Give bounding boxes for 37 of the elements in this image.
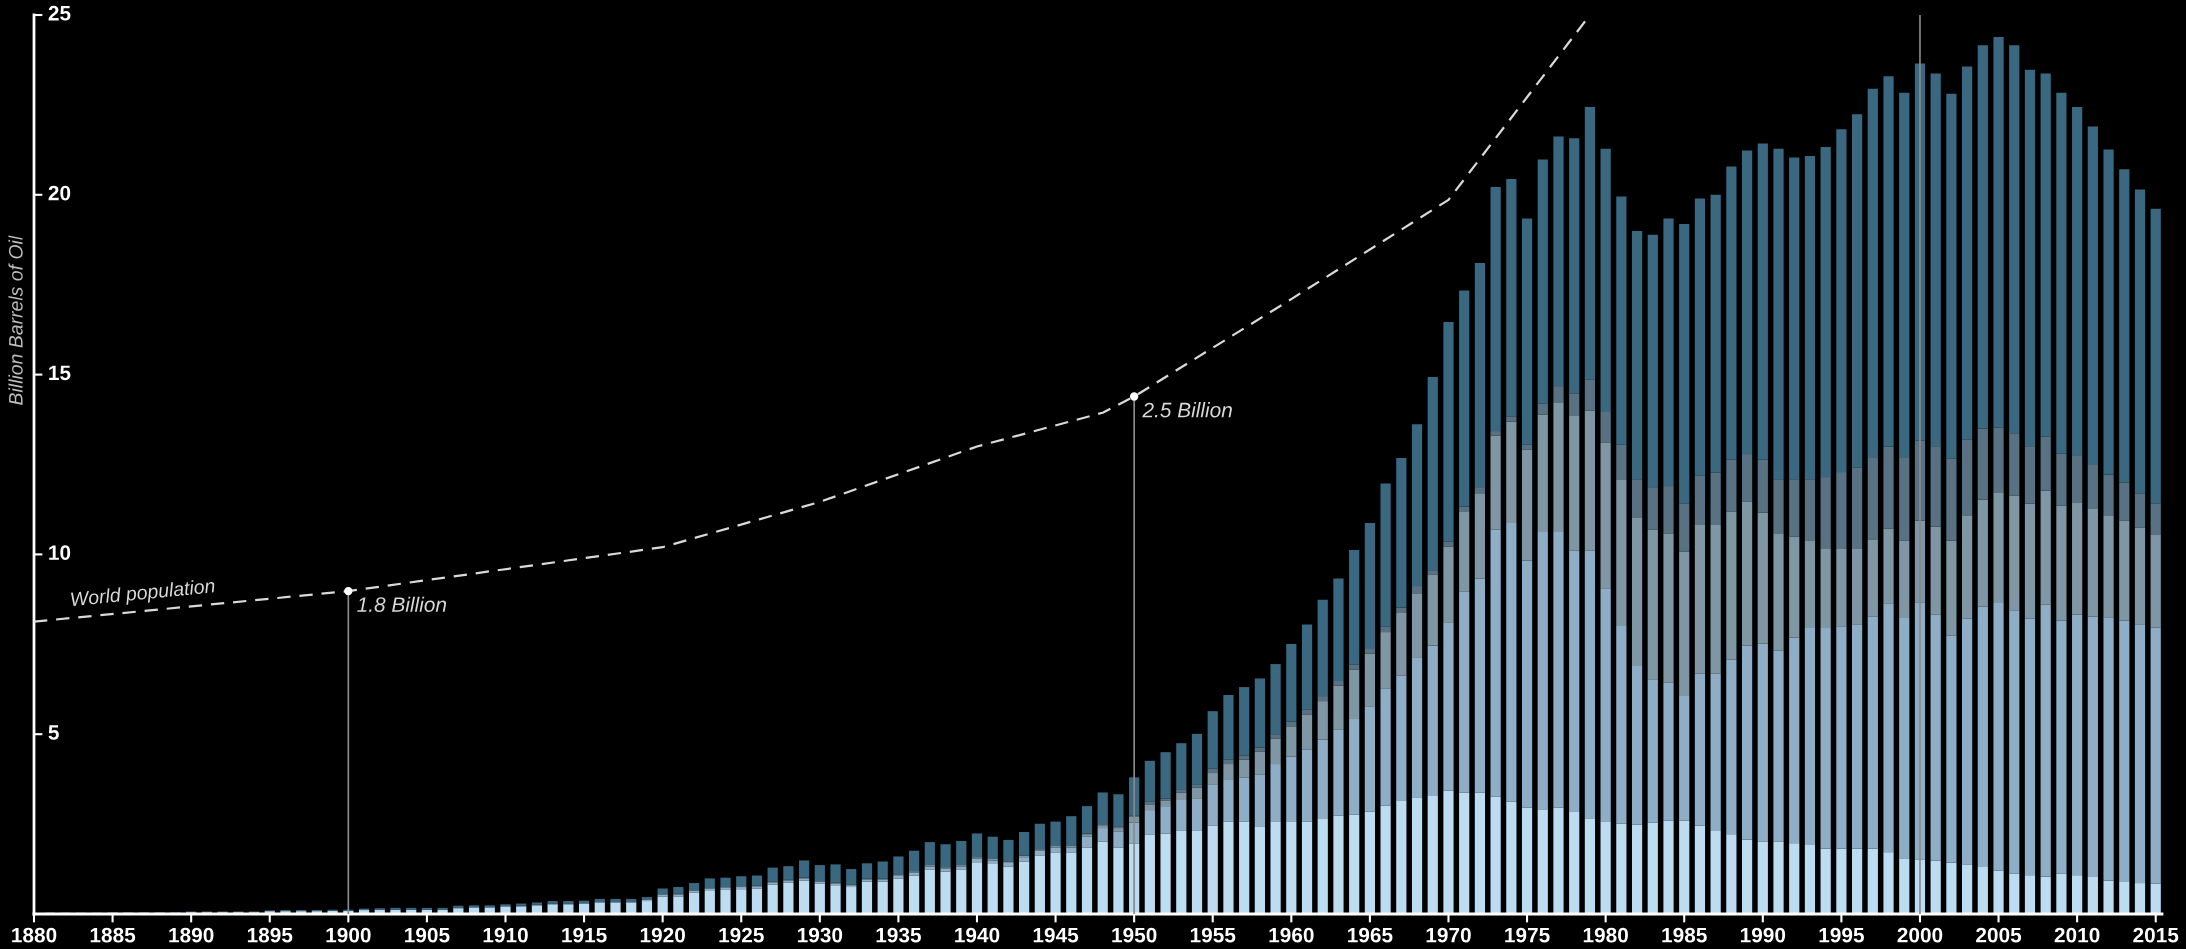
- x-tick-label: 1970: [1426, 927, 1471, 943]
- text: World population: [70, 578, 216, 611]
- x-tick-label: 1975: [1505, 927, 1550, 943]
- x-tick-label: 1920: [640, 927, 685, 943]
- x-tick-label: 1950: [1112, 927, 1157, 943]
- x-tick-label: 1890: [169, 927, 214, 943]
- x-tick-label: 1925: [719, 927, 764, 943]
- x-tick-label: 1885: [90, 927, 136, 943]
- x-tick-label: 1985: [1662, 927, 1707, 943]
- x-tick-label: 1930: [797, 927, 843, 943]
- annotation: 1.8 Billion: [357, 596, 447, 612]
- x-tick-label: 1980: [1583, 927, 1628, 943]
- y-tick-label: 15: [49, 365, 71, 381]
- x-tick-label: 1955: [1190, 927, 1236, 943]
- x-tick-label: 1935: [876, 927, 921, 943]
- x-tick-label: 1900: [326, 927, 371, 943]
- y-tick-label: 25: [48, 5, 71, 21]
- x-tick-label: 1995: [1819, 927, 1864, 943]
- y-tick-label: 10: [49, 545, 71, 560]
- x-tick-label: 1910: [483, 927, 528, 943]
- x-tick-label: 1990: [1740, 927, 1786, 943]
- y-tick-label: 20: [48, 185, 71, 201]
- x-tick-label: 1945: [1033, 927, 1079, 943]
- x-tick-label: 2010: [2054, 927, 2100, 943]
- x-tick-label: 1965: [1348, 927, 1393, 943]
- x-tick-label: 1895: [247, 927, 293, 943]
- x-tick-label: 1960: [1269, 927, 1314, 943]
- x-tick-label: 1940: [955, 927, 1000, 943]
- x-tick-label: 1915: [562, 927, 607, 943]
- x-tick-label: 2015: [2133, 927, 2179, 943]
- y-tick-label: 5: [48, 725, 59, 740]
- y-axis-title: Billion Barrels of Oil: [8, 235, 23, 405]
- x-tick-label: 1880: [12, 927, 57, 943]
- x-tick-label: 2005: [1976, 927, 2022, 943]
- x-tick-label: 1905: [405, 927, 450, 943]
- annotation: 2.5 Billion: [1142, 402, 1232, 418]
- x-tick-label: 2000: [1897, 927, 1943, 943]
